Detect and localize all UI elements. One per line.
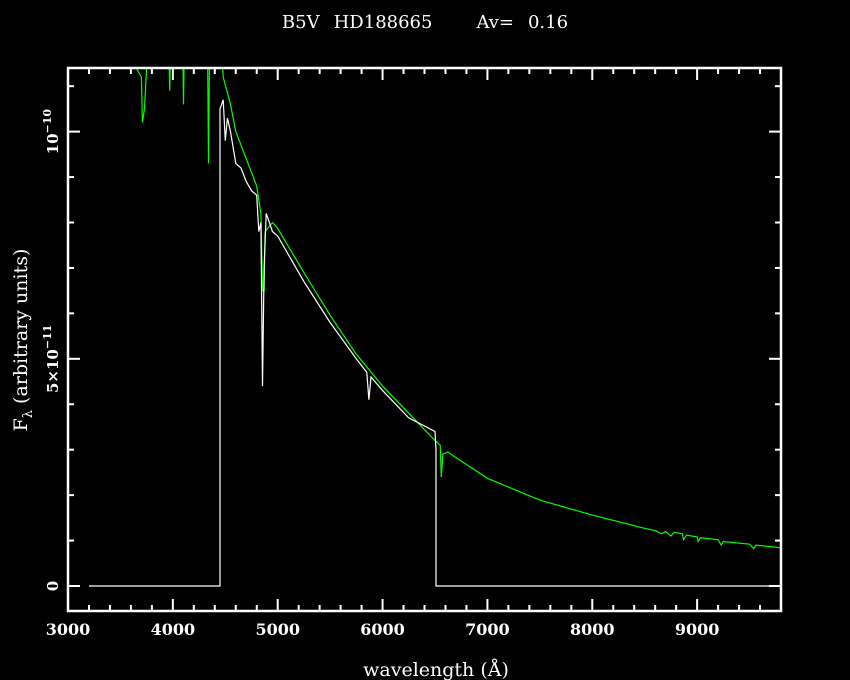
model-spectrum-line xyxy=(135,68,781,550)
spectral-type: B5V xyxy=(282,12,321,33)
y-label-symbol: F xyxy=(10,418,32,431)
plot-frame xyxy=(66,66,783,613)
x-tick-label: 3000 xyxy=(46,620,91,639)
y-label-text: (arbitrary units) xyxy=(10,249,32,404)
chart-title: B5V HD188665 Av= 0.16 xyxy=(282,12,568,33)
x-tick-label: 7000 xyxy=(465,620,510,639)
x-tick-label: 4000 xyxy=(151,620,196,639)
y-tick-label: 5×10−11 xyxy=(41,325,62,393)
y-tick-label: 10−10 xyxy=(41,109,62,155)
av-label: Av= xyxy=(475,12,514,33)
x-axis-label: wavelength (Å) xyxy=(363,659,509,680)
y-axis-label: Fλ (arbitrary units) xyxy=(10,249,36,432)
y-tick-label: 0 xyxy=(44,581,62,591)
x-tick-label: 5000 xyxy=(255,620,300,639)
star-name: HD188665 xyxy=(334,12,433,33)
av-value: 0.16 xyxy=(528,12,568,33)
x-tick-label: 6000 xyxy=(360,620,405,639)
observed-spectrum-line xyxy=(89,99,781,587)
x-tick-label: 8000 xyxy=(570,620,615,639)
y-label-subscript: λ xyxy=(21,410,36,418)
x-tick-label: 9000 xyxy=(675,620,720,639)
